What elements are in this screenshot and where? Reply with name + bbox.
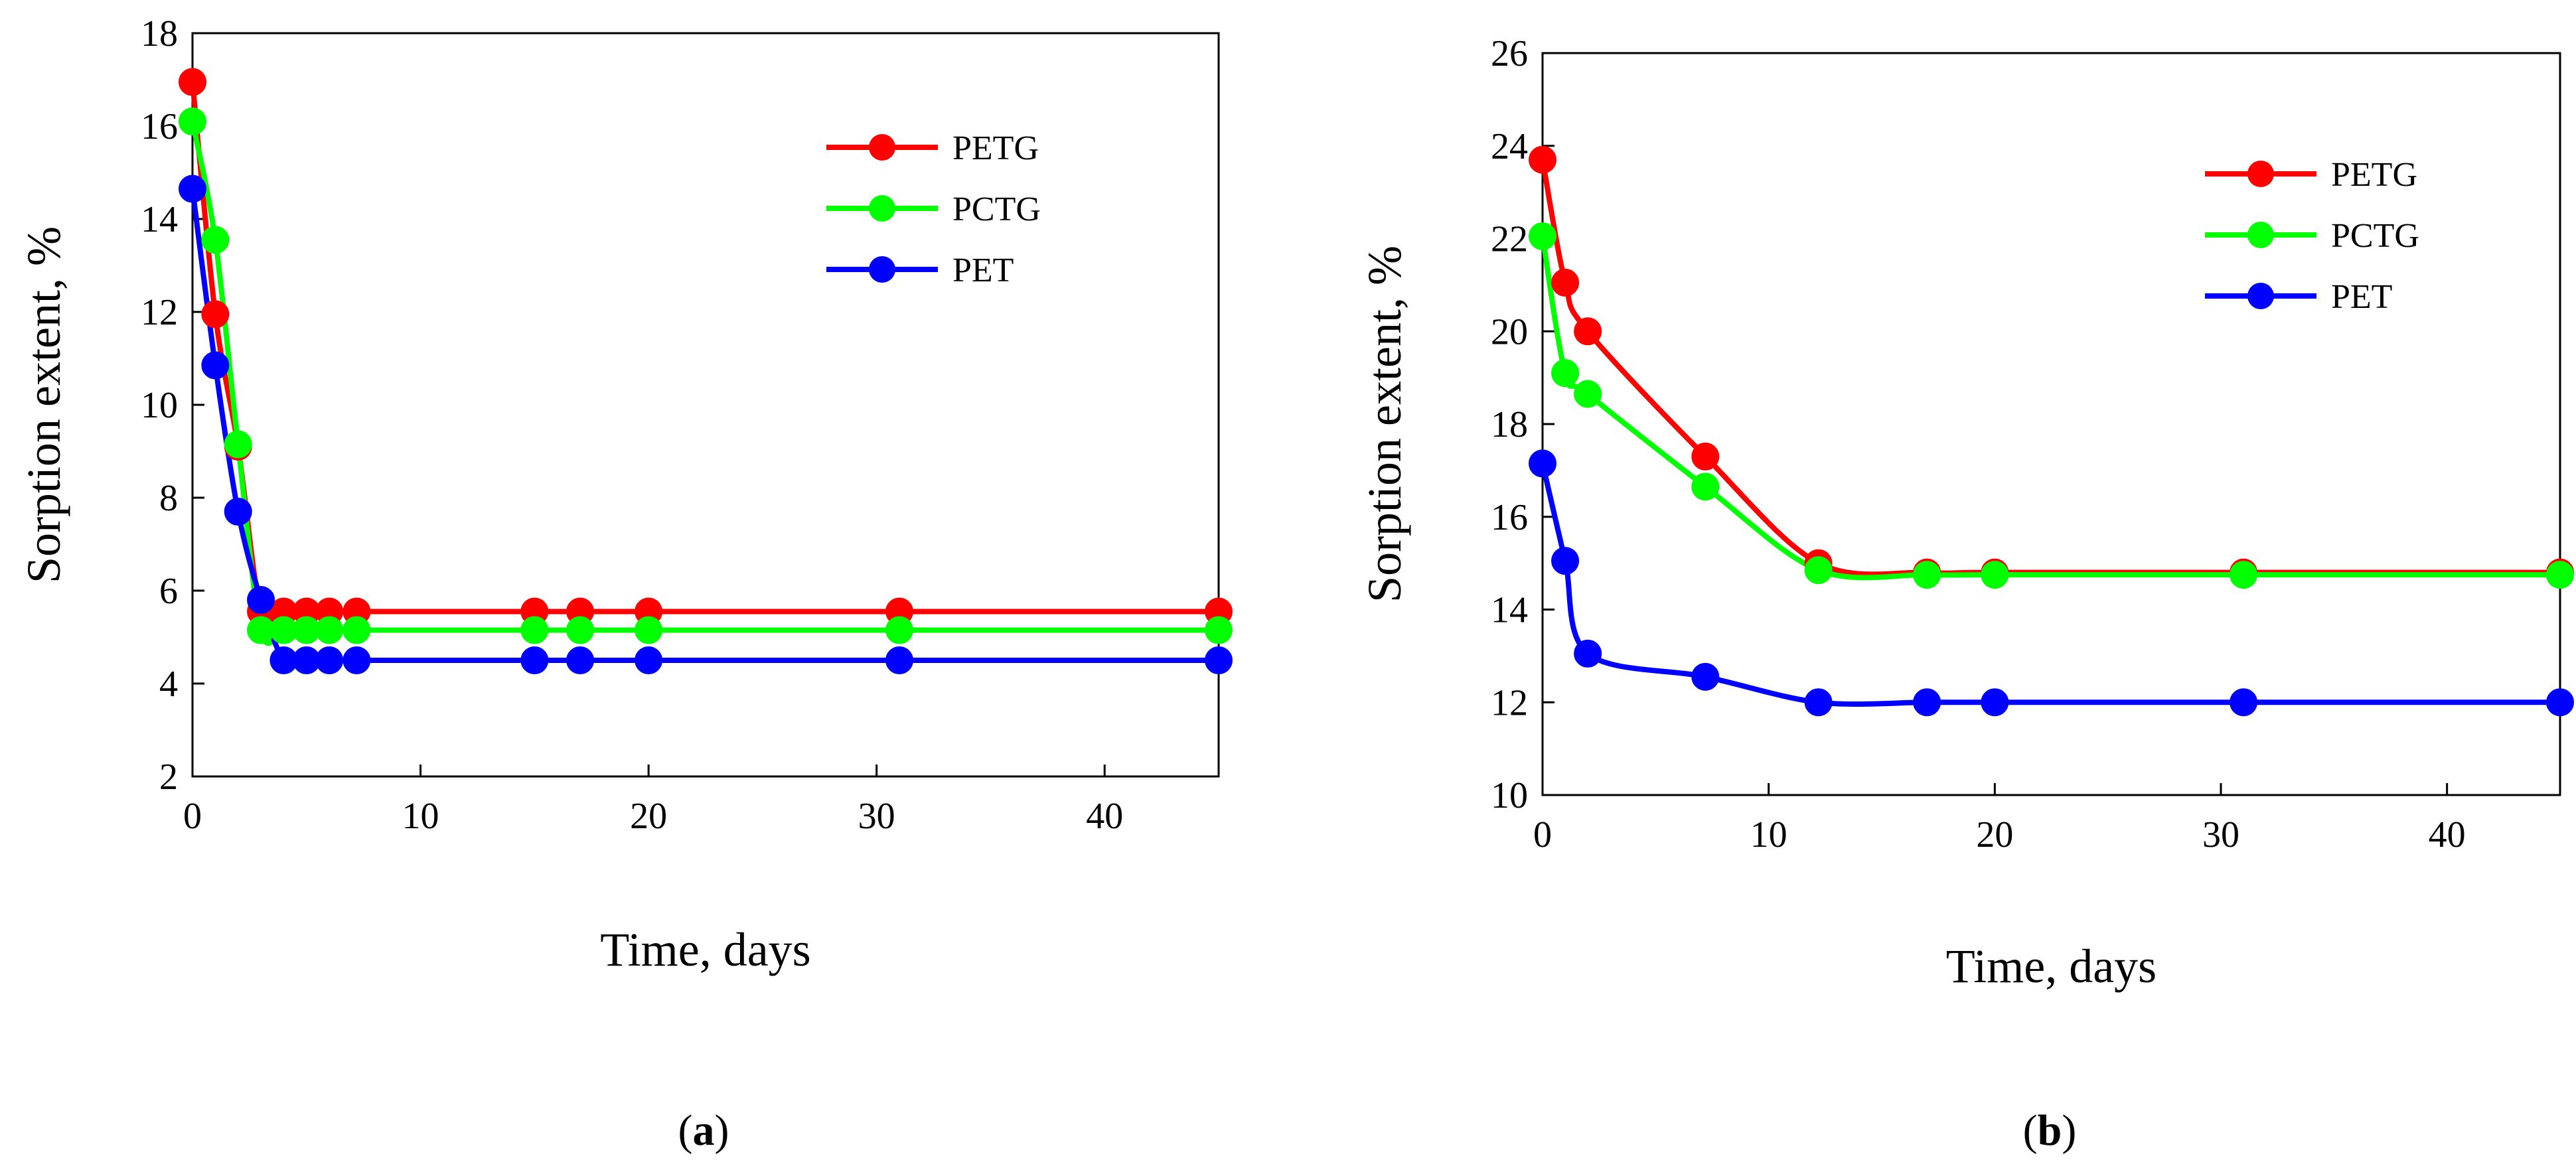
data-point-pctg bbox=[1981, 561, 2009, 589]
data-point-pctg bbox=[201, 226, 230, 254]
data-point-pctg bbox=[315, 616, 344, 644]
y-tick-label: 16 bbox=[1491, 497, 1528, 538]
data-point-pctg bbox=[520, 616, 549, 644]
y-tick-label: 4 bbox=[159, 664, 178, 705]
data-point-pctg bbox=[566, 616, 595, 644]
y-tick-label: 16 bbox=[141, 106, 178, 147]
data-point-pctg bbox=[1529, 222, 1556, 251]
legend-marker-pet bbox=[2247, 283, 2274, 309]
y-tick-label: 14 bbox=[141, 199, 178, 240]
x-axis-title: Time, days bbox=[600, 923, 810, 976]
x-tick-label: 10 bbox=[1750, 814, 1787, 855]
data-point-pet bbox=[566, 646, 595, 674]
data-point-pet bbox=[179, 175, 206, 203]
panel-label: (a) bbox=[678, 1106, 729, 1155]
data-point-pet bbox=[1981, 688, 2009, 717]
y-tick-label: 12 bbox=[1491, 682, 1528, 723]
data-point-pctg bbox=[635, 616, 663, 644]
x-tick-label: 40 bbox=[2429, 814, 2466, 855]
x-axis-title: Time, days bbox=[1946, 940, 2157, 993]
data-point-pet bbox=[1913, 688, 1941, 717]
y-tick-label: 12 bbox=[141, 292, 178, 333]
data-point-pctg bbox=[1913, 561, 1941, 589]
y-tick-label: 10 bbox=[141, 385, 178, 426]
series-line-pctg bbox=[1540, 234, 2563, 581]
data-point-petg bbox=[179, 68, 206, 96]
data-point-pet bbox=[1205, 646, 1233, 674]
legend-label-pctg: PCTG bbox=[2331, 217, 2419, 255]
data-point-pctg bbox=[224, 430, 252, 459]
chart-panel-a: 0 10 20 30 40 2 4 6 8 10 12 14 16 18 Time, days Sorptio… bbox=[17, 13, 1233, 1155]
data-point-pctg bbox=[1551, 359, 1580, 388]
legend-label-pet: PET bbox=[2331, 278, 2392, 316]
x-tick-label: 40 bbox=[1086, 796, 1123, 837]
y-tick-label: 8 bbox=[159, 478, 178, 519]
data-point-pet bbox=[247, 586, 275, 614]
data-point-pet bbox=[1574, 639, 1602, 668]
data-point-petg bbox=[1551, 268, 1580, 297]
x-tick-label: 0 bbox=[183, 796, 202, 837]
data-point-pet bbox=[635, 646, 663, 674]
legend-marker-pet bbox=[869, 256, 895, 283]
x-tick-label: 20 bbox=[1976, 814, 2013, 855]
series-line-pet bbox=[190, 186, 1221, 668]
data-point-petg bbox=[1574, 317, 1602, 346]
y-tick-label: 26 bbox=[1491, 33, 1528, 74]
y-tick-label: 24 bbox=[1491, 126, 1528, 167]
legend-marker-pctg bbox=[2247, 222, 2274, 248]
data-point-pet bbox=[1551, 547, 1580, 575]
y-tick-label: 2 bbox=[159, 757, 178, 798]
data-point-pctg bbox=[2230, 561, 2258, 589]
y-tick-label: 18 bbox=[1491, 404, 1528, 445]
series-line-petg bbox=[190, 79, 1221, 626]
y-tick-label: 20 bbox=[1491, 311, 1528, 352]
legend-marker-petg bbox=[2247, 161, 2274, 187]
x-tick-label: 10 bbox=[402, 796, 439, 837]
data-point-pet bbox=[315, 646, 344, 674]
legend-marker-pctg bbox=[869, 195, 895, 222]
legend-label-pet: PET bbox=[952, 252, 1014, 289]
data-point-pet bbox=[520, 646, 549, 674]
data-point-pctg bbox=[1574, 380, 1602, 408]
y-axis-title: Sorption extent, % bbox=[17, 226, 70, 583]
data-point-pet bbox=[2230, 688, 2258, 717]
data-point-pctg bbox=[1804, 556, 1833, 585]
data-point-pet bbox=[1804, 688, 1833, 717]
y-tick-label: 10 bbox=[1491, 775, 1528, 816]
x-tick-label: 30 bbox=[2202, 814, 2239, 855]
legend-label-pctg: PCTG bbox=[952, 190, 1041, 228]
panel-label: (b) bbox=[2023, 1106, 2077, 1155]
x-tick-label: 0 bbox=[1533, 814, 1552, 855]
data-point-pctg bbox=[1205, 616, 1233, 644]
y-tick-label: 22 bbox=[1491, 219, 1528, 260]
data-point-pet bbox=[2546, 688, 2574, 717]
data-point-pctg bbox=[885, 616, 914, 644]
data-point-petg bbox=[201, 300, 230, 328]
legend-label-petg: PETG bbox=[952, 129, 1039, 167]
y-tick-label: 6 bbox=[159, 571, 178, 612]
y-axis-title: Sorption extent, % bbox=[1358, 246, 1411, 603]
data-point-pctg bbox=[342, 616, 371, 644]
legend-label-petg: PETG bbox=[2331, 156, 2417, 194]
data-point-pet bbox=[1529, 449, 1556, 478]
data-point-petg bbox=[1529, 145, 1556, 174]
y-tick-label: 18 bbox=[141, 13, 178, 54]
data-point-pet bbox=[224, 498, 252, 526]
data-point-pet bbox=[1691, 662, 1720, 691]
data-point-petg bbox=[1691, 442, 1720, 471]
data-point-pctg bbox=[2546, 561, 2574, 589]
data-point-pet bbox=[201, 351, 230, 380]
data-point-pet bbox=[885, 646, 914, 674]
legend-marker-petg bbox=[869, 134, 895, 161]
series-line-pctg bbox=[190, 119, 1221, 646]
data-point-pctg bbox=[179, 108, 206, 135]
x-tick-label: 30 bbox=[858, 796, 895, 837]
data-point-pctg bbox=[1691, 473, 1720, 501]
x-tick-label: 20 bbox=[630, 796, 667, 837]
y-tick-label: 14 bbox=[1491, 590, 1528, 631]
data-point-pet bbox=[342, 646, 371, 674]
